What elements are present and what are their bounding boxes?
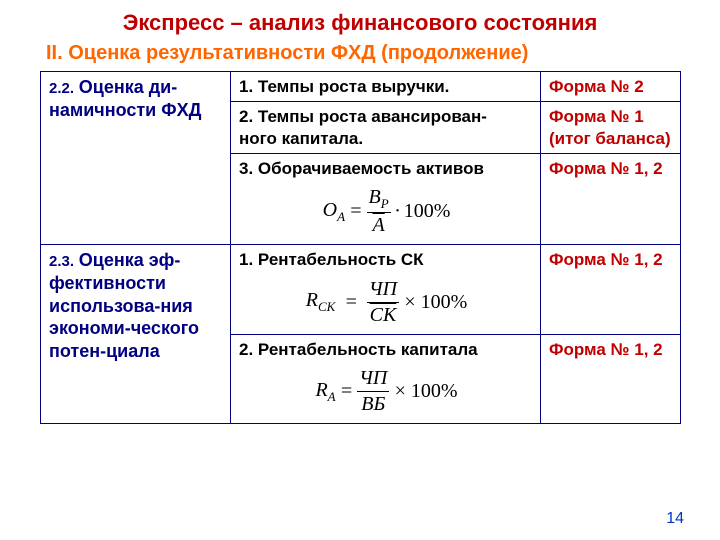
source-cell: Форма № 1 (итог баланса) [541,102,681,154]
source-cell: Форма № 1, 2 [541,153,681,245]
table-row: 2.3. Оценка эф-фективности использова-ни… [41,245,681,334]
formula: OA = BP A · 100% [239,179,534,240]
indicator-cell: 2. Рентабельность капитала RA = ЧП ВБ × … [231,334,541,423]
indicator-cell: 1. Рентабельность СК RCK = ЧП СК × 100% [231,245,541,334]
source-cell: Форма № 2 [541,72,681,102]
section-cell: 2.3. Оценка эф-фективности использова-ни… [41,245,231,424]
section-number: 2.3. [49,253,74,270]
indicator-label: 1. Рентабельность СК [239,250,424,269]
slide: Экспресс – анализ финансового состояния … [0,0,720,540]
section-cell: 2.2. Оценка ди-намичности ФХД [41,72,231,245]
analysis-table: 2.2. Оценка ди-намичности ФХД 1. Темпы р… [40,71,681,424]
page-title: Экспресс – анализ финансового состояния [40,10,680,36]
page-subtitle: II. Оценка результативности ФХД (продолж… [46,42,680,65]
page-number: 14 [666,510,684,528]
formula: RCK = ЧП СК × 100% [239,271,534,330]
indicator-cell: 1. Темпы роста выручки. [231,72,541,102]
section-number: 2.2. [49,80,74,97]
source-cell: Форма № 1, 2 [541,245,681,334]
indicator-cell: 2. Темпы роста авансирован- ного капитал… [231,102,541,154]
indicator-label: 3. Оборачиваемость активов [239,159,484,178]
indicator-cell: 3. Оборачиваемость активов OA = BP A · 1… [231,153,541,245]
formula: RA = ЧП ВБ × 100% [239,360,534,419]
indicator-label: 2. Рентабельность капитала [239,340,478,359]
table-row: 2.2. Оценка ди-намичности ФХД 1. Темпы р… [41,72,681,102]
source-cell: Форма № 1, 2 [541,334,681,423]
